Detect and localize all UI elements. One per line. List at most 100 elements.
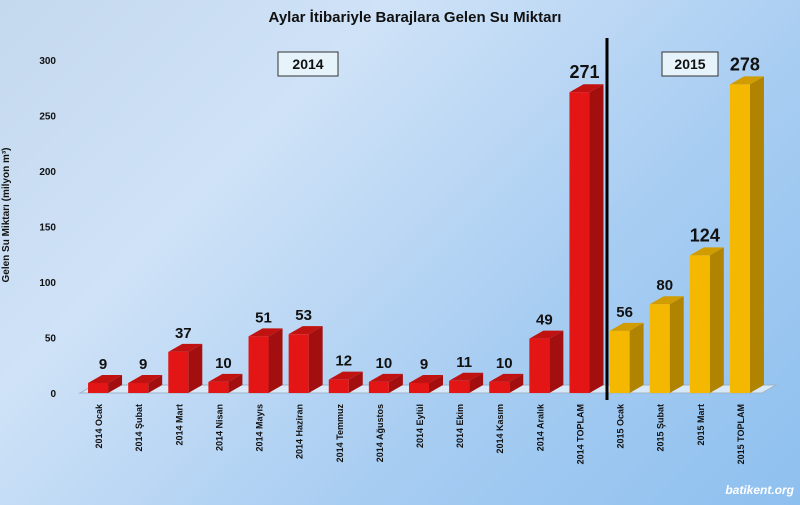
bar-4 bbox=[248, 328, 283, 393]
category-label-15: 2015 Mart bbox=[696, 404, 706, 446]
bar-side bbox=[108, 375, 123, 393]
bar-top bbox=[489, 373, 524, 382]
bar-side bbox=[549, 330, 564, 393]
bar-top bbox=[288, 326, 323, 335]
bar-15 bbox=[689, 247, 724, 393]
category-label-5: 2014 Haziran bbox=[295, 404, 305, 459]
bar-6 bbox=[328, 371, 363, 393]
year-box-2014 bbox=[277, 51, 339, 77]
bar-side bbox=[509, 373, 524, 393]
bar-top bbox=[529, 330, 564, 339]
bar-front bbox=[609, 330, 630, 393]
value-label-0: 9 bbox=[99, 356, 107, 373]
bar-top bbox=[128, 375, 163, 384]
bar-11 bbox=[529, 330, 564, 393]
bar-front bbox=[208, 381, 229, 393]
category-label-14: 2015 Şubat bbox=[656, 404, 666, 452]
value-label-1: 9 bbox=[139, 356, 147, 373]
bar-side bbox=[629, 322, 644, 393]
bar-front bbox=[368, 381, 389, 393]
bar-side bbox=[268, 328, 283, 393]
value-label-2: 37 bbox=[175, 325, 192, 342]
bar-front bbox=[248, 336, 269, 393]
category-label-2: 2014 Mart bbox=[174, 404, 184, 446]
bar-side bbox=[228, 373, 243, 393]
year-box-2015 bbox=[661, 51, 719, 77]
bar-top bbox=[328, 371, 363, 380]
category-label-3: 2014 Nisan bbox=[214, 404, 224, 451]
chart-title: Aylar İtibariyle Barajlara Gelen Su Mikt… bbox=[269, 9, 562, 26]
bar-top bbox=[689, 247, 724, 256]
bar-front bbox=[729, 84, 750, 394]
value-label-5: 53 bbox=[295, 307, 312, 324]
bar-front bbox=[88, 383, 109, 393]
bar-top bbox=[729, 76, 764, 85]
y-tick-label-6: 300 bbox=[39, 56, 56, 67]
bar-top bbox=[88, 375, 123, 384]
y-tick-label-0: 0 bbox=[50, 389, 56, 400]
bar-front bbox=[168, 351, 189, 393]
bar-side bbox=[469, 372, 484, 393]
value-label-11: 49 bbox=[536, 312, 553, 329]
bar-front bbox=[489, 381, 510, 393]
bar-side bbox=[308, 326, 323, 393]
y-tick-label-2: 100 bbox=[39, 278, 56, 289]
bar-top bbox=[609, 322, 644, 331]
bar-front bbox=[529, 338, 550, 393]
y-tick-label-5: 250 bbox=[39, 112, 56, 123]
value-label-7: 10 bbox=[376, 355, 393, 372]
value-label-16: 278 bbox=[730, 54, 760, 74]
category-label-8: 2014 Eylül bbox=[415, 404, 425, 448]
bar-front bbox=[409, 383, 429, 393]
bar-top bbox=[569, 84, 604, 93]
value-label-10: 10 bbox=[496, 355, 513, 372]
y-tick-label-4: 200 bbox=[39, 167, 56, 178]
category-label-6: 2014 Temmuz bbox=[335, 404, 345, 463]
bar-top bbox=[168, 343, 203, 352]
labels: 9 2014 Ocak 9 2014 Şubat 37 2014 Mart 10 2014 N… bbox=[94, 54, 760, 464]
bar-side bbox=[749, 76, 764, 394]
category-label-7: 2014 Ağustos bbox=[375, 404, 385, 462]
bar-0 bbox=[88, 375, 123, 393]
y-axis-label: Gelen Su Miktarı (milyon m³) bbox=[1, 147, 12, 282]
category-label-9: 2014 Ekim bbox=[455, 404, 465, 448]
y-tick-label-1: 50 bbox=[45, 334, 57, 345]
bar-8 bbox=[409, 375, 443, 393]
bar-side bbox=[589, 84, 604, 393]
bar-top bbox=[208, 373, 243, 382]
bar-top bbox=[248, 328, 283, 337]
category-label-13: 2015 Ocak bbox=[616, 403, 626, 449]
bar-front bbox=[649, 304, 670, 393]
bar-side bbox=[429, 375, 443, 393]
bar-top bbox=[368, 373, 403, 382]
value-label-14: 80 bbox=[656, 277, 673, 294]
value-label-12: 271 bbox=[569, 62, 599, 82]
bar-16 bbox=[729, 76, 764, 394]
category-label-4: 2014 Mayıs bbox=[255, 404, 265, 452]
bar-front bbox=[449, 380, 470, 393]
value-label-6: 12 bbox=[335, 353, 352, 370]
bar-1 bbox=[128, 375, 163, 393]
watermark: batikent.org bbox=[725, 483, 794, 497]
bar-front bbox=[288, 334, 309, 393]
bar-side bbox=[188, 343, 203, 393]
category-label-12: 2014 TOPLAM bbox=[575, 404, 585, 464]
year-box-2014-label: 2014 bbox=[292, 56, 323, 72]
category-label-11: 2014 Aralık bbox=[535, 403, 545, 451]
bar-2 bbox=[168, 343, 203, 393]
bars bbox=[88, 76, 764, 394]
bar-side bbox=[348, 371, 363, 393]
bar-side bbox=[709, 247, 724, 393]
bar-7 bbox=[368, 373, 403, 393]
bar-5 bbox=[288, 326, 323, 393]
bar-front bbox=[569, 92, 590, 393]
value-label-4: 51 bbox=[255, 309, 272, 326]
bar-top bbox=[409, 375, 443, 384]
bar-9 bbox=[449, 372, 484, 393]
category-label-1: 2014 Şubat bbox=[134, 404, 144, 452]
value-label-9: 11 bbox=[456, 354, 472, 371]
bar-side bbox=[669, 296, 684, 393]
bar-front bbox=[128, 383, 149, 393]
bar-side bbox=[388, 373, 403, 393]
